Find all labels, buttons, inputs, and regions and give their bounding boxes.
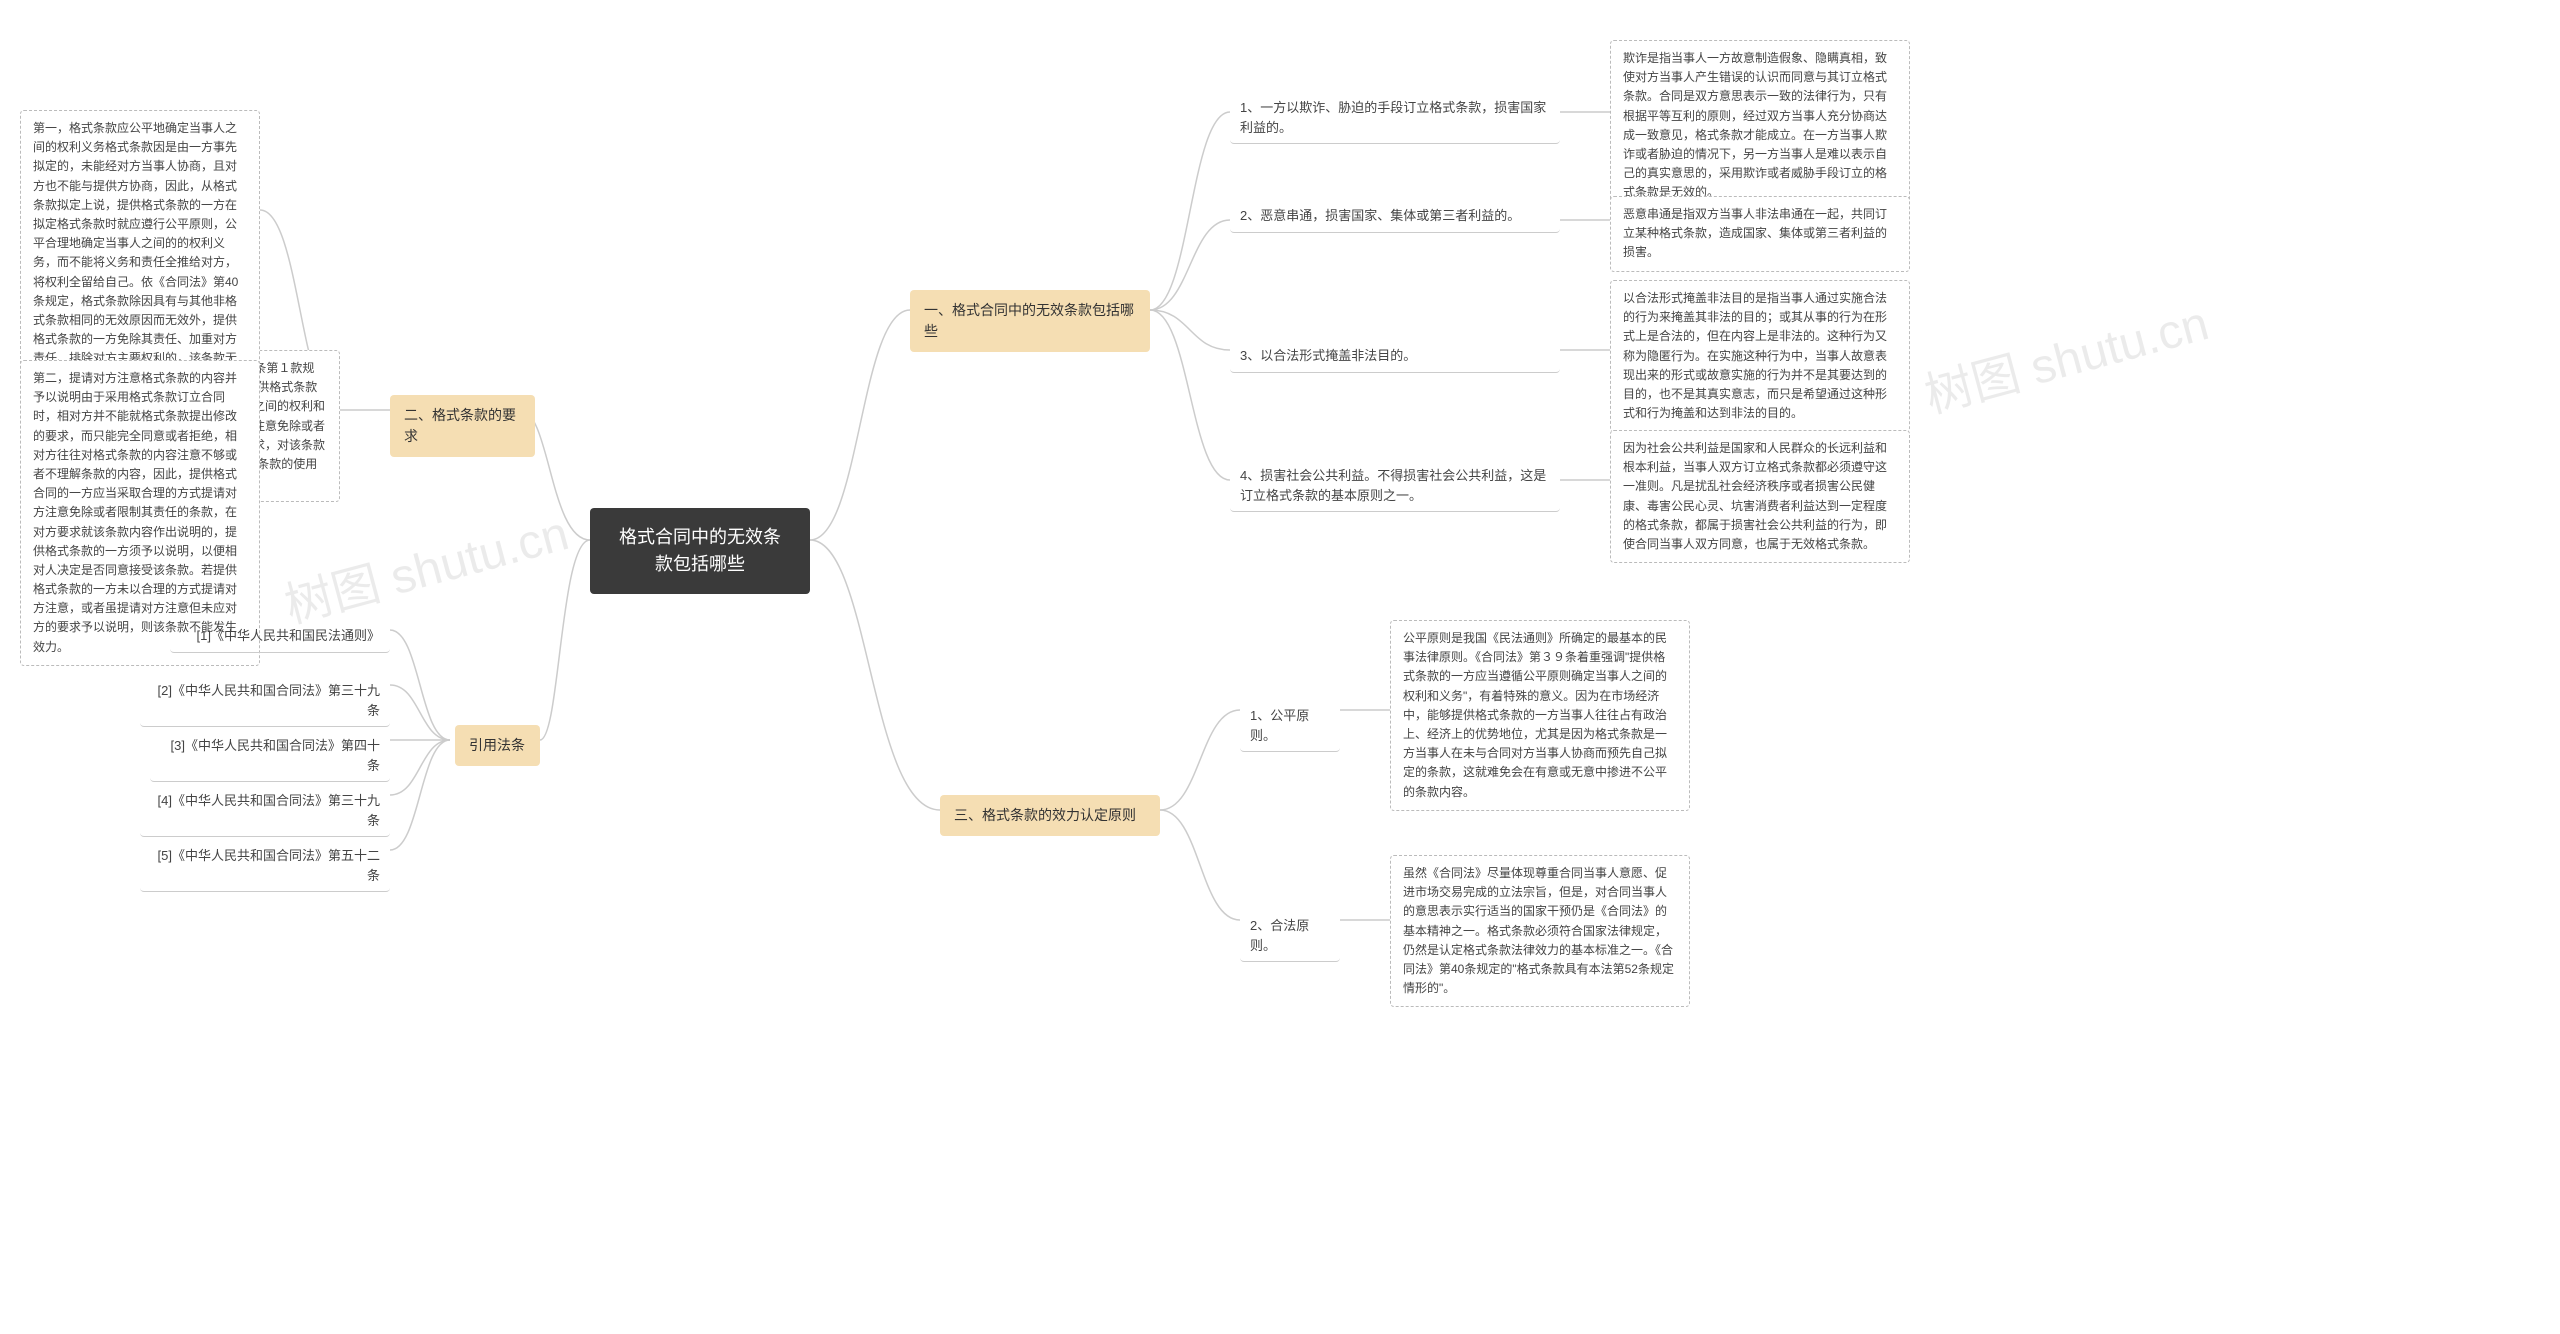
branch1-item1: 1、一方以欺诈、胁迫的手段订立格式条款，损害国家利益的。 (1230, 92, 1560, 144)
branch1-item3: 3、以合法形式掩盖非法目的。 (1230, 340, 1560, 373)
branch2-req1: 第一，格式条款应公平地确定当事人之间的权利义务格式条款因是由一方事先拟定的，未能… (20, 110, 260, 397)
branch1-item1-detail: 欺诈是指当事人一方故意制造假象、隐瞒真相，致使对方当事人产生错误的认识而同意与其… (1610, 40, 1910, 212)
branch-3: 三、格式条款的效力认定原则 (940, 795, 1160, 836)
citation-1: [1]《中华人民共和国民法通则》 (170, 620, 390, 653)
branch1-item4-detail: 因为社会公共利益是国家和人民群众的长远利益和根本利益，当事人双方订立格式条款都必… (1610, 430, 1910, 563)
citation-4: [4]《中华人民共和国合同法》第三十九条 (140, 785, 390, 837)
root-node: 格式合同中的无效条款包括哪些 (590, 508, 810, 594)
branch3-item2: 2、合法原则。 (1240, 910, 1340, 962)
branch3-item2-detail: 虽然《合同法》尽量体现尊重合同当事人意愿、促进市场交易完成的立法宗旨，但是，对合… (1390, 855, 1690, 1007)
branch-1: 一、格式合同中的无效条款包括哪些 (910, 290, 1150, 352)
branch3-item1: 1、公平原则。 (1240, 700, 1340, 752)
watermark-right: 树图 shutu.cn (1916, 284, 2215, 427)
branch-4: 引用法条 (455, 725, 540, 766)
branch3-item1-detail: 公平原则是我国《民法通则》所确定的最基本的民事法律原则。《合同法》第３９条着重强… (1390, 620, 1690, 811)
branch1-item3-detail: 以合法形式掩盖非法目的是指当事人通过实施合法的行为来掩盖其非法的目的；或其从事的… (1610, 280, 1910, 432)
branch1-item4: 4、损害社会公共利益。不得损害社会公共利益，这是订立格式条款的基本原则之一。 (1230, 460, 1560, 512)
branch1-item2-detail: 恶意串通是指双方当事人非法串通在一起，共同订立某种格式条款，造成国家、集体或第三… (1610, 196, 1910, 272)
branch-2: 二、格式条款的要求 (390, 395, 535, 457)
citation-2: [2]《中华人民共和国合同法》第三十九条 (140, 675, 390, 727)
citation-5: [5]《中华人民共和国合同法》第五十二条 (140, 840, 390, 892)
citation-3: [3]《中华人民共和国合同法》第四十条 (150, 730, 390, 782)
watermark-left: 树图 shutu.cn (276, 494, 575, 637)
branch1-item2: 2、恶意串通，损害国家、集体或第三者利益的。 (1230, 200, 1560, 233)
